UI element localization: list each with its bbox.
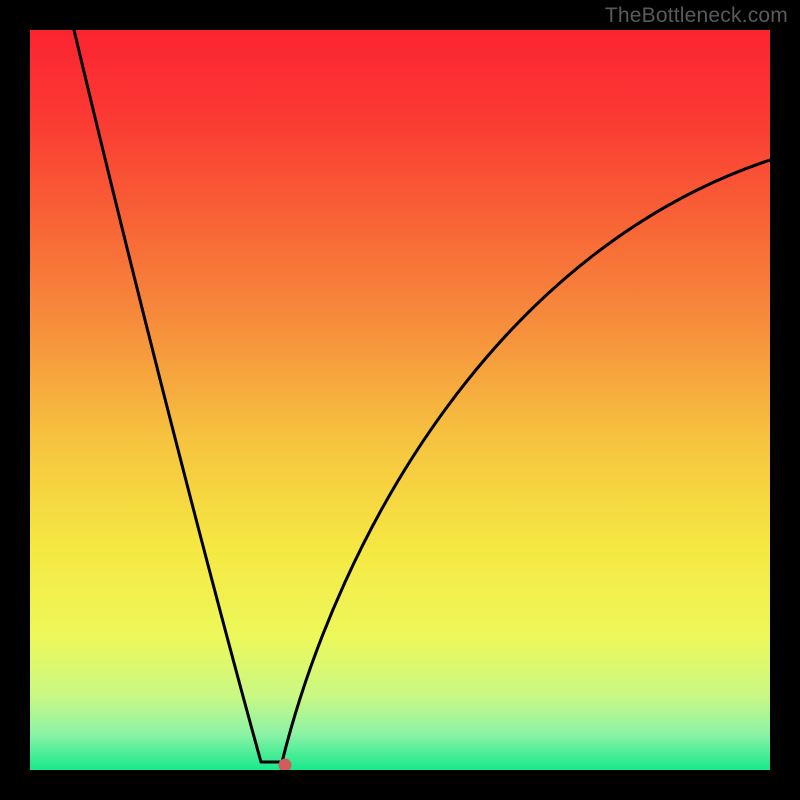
watermark-text: TheBottleneck.com bbox=[605, 4, 788, 28]
minimum-marker bbox=[279, 759, 292, 771]
plot-area bbox=[30, 30, 770, 770]
chart-frame: TheBottleneck.com bbox=[0, 0, 800, 800]
v-curve bbox=[30, 30, 770, 770]
